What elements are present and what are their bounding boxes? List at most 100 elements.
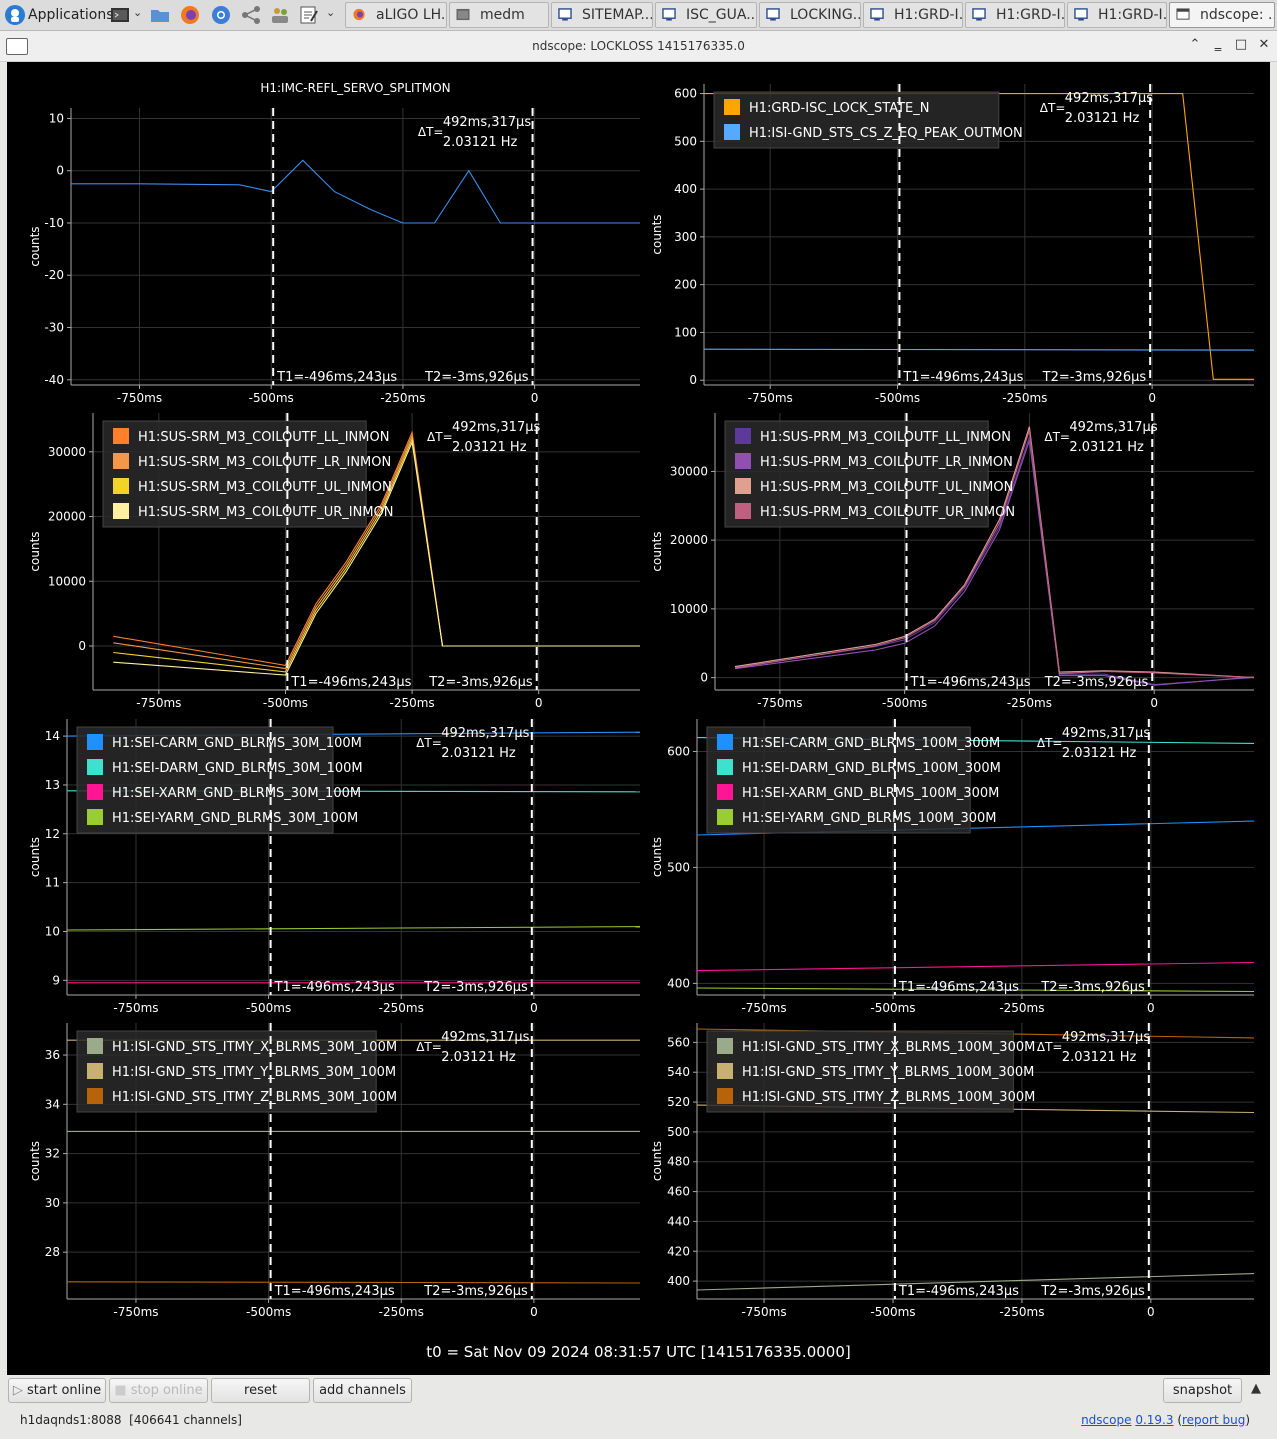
legend-swatch[interactable] (717, 809, 733, 825)
legend-swatch[interactable] (717, 759, 733, 775)
users-icon[interactable] (270, 5, 290, 25)
t2-label: T2=-3ms,926μs (423, 980, 528, 995)
plot-itmy30[interactable]: -750ms -500ms -250ms 0 36 34 32 30 28 counts H1:IS… (28, 1023, 640, 1319)
y-tick-label: -40 (44, 373, 64, 387)
applications-menu[interactable]: Applications (2, 3, 114, 27)
legend-entry: H1:ISI-GND_STS_ITMY_Y_BLRMS_30M_100M (112, 1065, 396, 1080)
legend-swatch[interactable] (113, 503, 129, 519)
legend-swatch[interactable] (717, 784, 733, 800)
plot-grd[interactable]: -750ms -500ms -250ms 0 600 500 400 300 200 100 0 co… (650, 84, 1254, 405)
legend-swatch[interactable] (717, 1038, 733, 1054)
task-grd-1[interactable]: H1:GRD-I... (863, 2, 963, 28)
y-tick-label: 0 (78, 639, 86, 653)
legend-swatch[interactable] (113, 478, 129, 494)
task-grd-2[interactable]: H1:GRD-I... (965, 2, 1065, 28)
series-line-itmy100-0 (697, 1273, 1254, 1291)
plot-blrms100[interactable]: -750ms -500ms -250ms 0 600 500 400 counts H1:SEI… (650, 719, 1254, 1015)
task-isc-guardian[interactable]: ISC_GUA... (655, 2, 757, 28)
task-medm[interactable]: medm (449, 2, 549, 28)
report-bug-link[interactable]: report bug (1182, 1413, 1246, 1427)
series-line-itmy30-2 (67, 1281, 640, 1284)
plot-prm[interactable]: -750ms -500ms -250ms 0 30000 20000 10000 0 count… (650, 413, 1254, 710)
legend-swatch[interactable] (717, 1088, 733, 1104)
legend-swatch[interactable] (87, 1038, 103, 1054)
legend-swatch[interactable] (735, 478, 751, 494)
snapshot-button[interactable]: snapshot (1163, 1378, 1242, 1403)
x-tick-label: -250ms (999, 1305, 1044, 1319)
x-tick-label: -500ms (870, 1305, 915, 1319)
plot-itmy100[interactable]: -750ms -500ms -250ms 0 560 540 520 500 480 460 440… (650, 1023, 1254, 1319)
plot-blrms30[interactable]: -750ms -500ms -250ms 0 14 13 12 11 10 9 counts H1:S… (28, 719, 640, 1015)
legend-swatch[interactable] (87, 809, 103, 825)
legend-swatch[interactable] (735, 503, 751, 519)
y-tick-label: 11 (45, 876, 60, 890)
legend-entry: H1:SEI-CARM_GND_BLRMS_30M_100M (112, 736, 362, 751)
reset-button[interactable]: reset (211, 1378, 310, 1403)
network-share-icon[interactable] (241, 5, 261, 25)
delta-t-value: 492ms,317μs (1062, 726, 1150, 741)
file-manager-icon[interactable] (150, 5, 170, 25)
legend-box (76, 1030, 377, 1113)
legend-swatch[interactable] (87, 759, 103, 775)
stop-online-label: stop online (130, 1383, 203, 1398)
legend-swatch[interactable] (87, 1088, 103, 1104)
chromium-launcher-icon[interactable] (211, 5, 231, 25)
legend-swatch[interactable] (724, 124, 740, 140)
add-channels-button[interactable]: add channels (313, 1378, 412, 1403)
start-online-button[interactable]: ▷ start online (8, 1378, 106, 1403)
task-sitemap[interactable]: SITEMAP.... (551, 2, 653, 28)
delta-t-label: ΔT= (1044, 430, 1070, 444)
legend-entry: H1:SUS-SRM_M3_COILOUTF_LL_INMON (138, 430, 389, 445)
legend-swatch[interactable] (717, 734, 733, 750)
window-menu-icon[interactable] (6, 38, 28, 55)
keep-above-icon[interactable]: ⌃ (1189, 37, 1201, 52)
delta-freq: 2.03121 Hz (1065, 111, 1140, 126)
plot-grid[interactable]: -750ms -500ms -250ms 0100-10-20-30-40counts… (7, 62, 1270, 1337)
legend-swatch[interactable] (87, 784, 103, 800)
firefox-launcher-icon[interactable] (180, 5, 200, 25)
y-tick-label: 36 (45, 1048, 60, 1062)
task-locking[interactable]: LOCKING.... (759, 2, 861, 28)
task-grd-3[interactable]: H1:GRD-I... (1067, 2, 1167, 28)
stop-online-button[interactable]: ■ stop online (109, 1378, 208, 1403)
ndscope-link[interactable]: ndscope (1081, 1413, 1132, 1427)
launcher-dropdown-icon[interactable]: ⌄ (133, 6, 143, 19)
series-line-prm-2 (734, 426, 1254, 679)
legend-box (724, 420, 989, 528)
scope-area: -750ms -500ms -250ms 0 10 0 -10 -20 -30 -40 counts… (7, 62, 1270, 1375)
delta-t-value: 492ms,317μs (1062, 1030, 1150, 1045)
close-icon[interactable]: ✕ (1258, 37, 1270, 52)
task-ndscope[interactable]: ndscope: ... (1169, 2, 1275, 28)
terminal-launcher-icon[interactable] (110, 5, 130, 25)
x-tick-label: -750ms (117, 391, 162, 405)
legend-swatch[interactable] (113, 428, 129, 444)
minimize-icon[interactable]: ‗ (1214, 37, 1222, 52)
x-tick-label: -750ms (113, 1001, 158, 1015)
legend-swatch[interactable] (87, 734, 103, 750)
legend-swatch[interactable] (113, 453, 129, 469)
y-tick-label: 400 (674, 182, 697, 196)
task-aligo[interactable]: aLIGO LH... (345, 2, 447, 28)
legend-swatch[interactable] (735, 453, 751, 469)
delta-t-value: 492ms,317μs (1065, 91, 1153, 106)
legend-entry: H1:SEI-YARM_GND_BLRMS_30M_100M (112, 811, 358, 826)
legend-swatch[interactable] (717, 1063, 733, 1079)
firefox-icon (353, 8, 365, 21)
x-tick-label: 0 (1147, 1001, 1155, 1015)
legend-swatch[interactable] (87, 1063, 103, 1079)
expand-panel-icon[interactable]: ▲ (1251, 1381, 1261, 1396)
delta-freq: 2.03121 Hz (1069, 440, 1144, 455)
series-line-srm-3 (113, 440, 640, 676)
maximize-icon[interactable]: □ (1234, 37, 1248, 52)
legend-swatch[interactable] (724, 99, 740, 115)
legend-swatch[interactable] (735, 428, 751, 444)
text-editor-icon[interactable] (299, 5, 319, 25)
plot-imc[interactable]: -750ms -500ms -250ms 0 10 0 -10 -20 -30 -40 counts… (28, 81, 640, 405)
y-tick-label: 520 (667, 1095, 690, 1109)
version-link[interactable]: 0.19.3 (1135, 1413, 1174, 1427)
t1-label: T1=-496ms,243μs (898, 1284, 1019, 1299)
launcher-dropdown-icon-2[interactable]: ⌄ (326, 6, 336, 19)
plot-srm[interactable]: -750ms -500ms -250ms 0 30000 20000 10000 0 count… (28, 413, 640, 710)
legend-entry: H1:SEI-XARM_GND_BLRMS_30M_100M (112, 786, 361, 801)
x-tick-label: -500ms (249, 391, 294, 405)
